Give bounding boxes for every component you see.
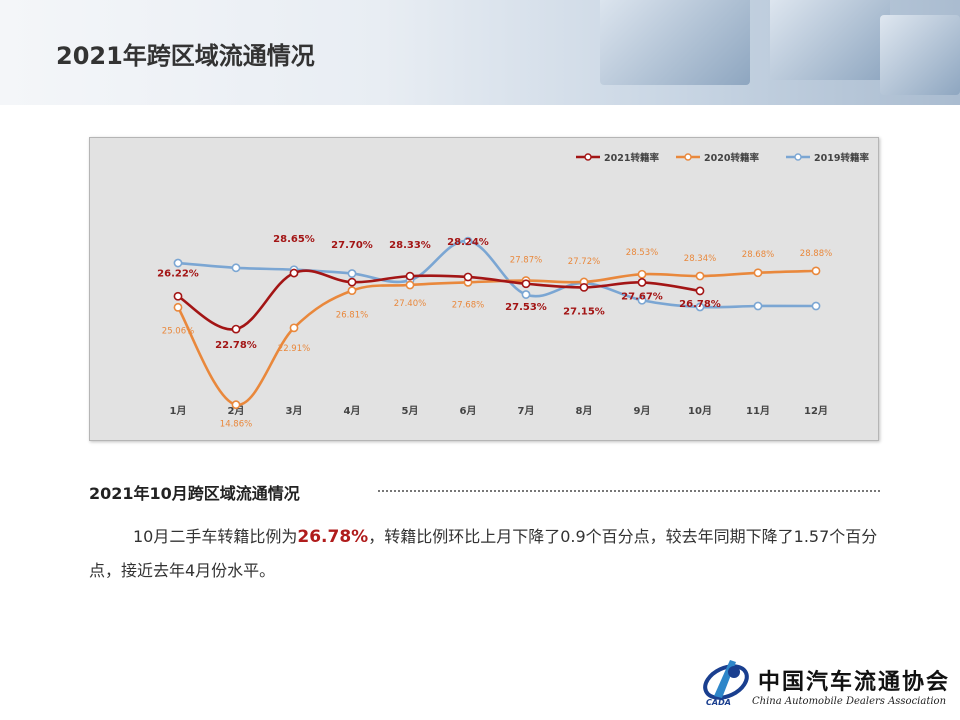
x-tick-label: 8月 bbox=[576, 405, 593, 417]
data-label: 27.68% bbox=[452, 300, 484, 310]
x-tick-label: 12月 bbox=[804, 405, 828, 417]
data-label: 27.53% bbox=[505, 302, 547, 313]
legend-label: 2020转籍率 bbox=[704, 152, 759, 164]
data-point bbox=[347, 277, 357, 287]
data-label: 22.78% bbox=[215, 340, 257, 351]
data-label: 27.40% bbox=[394, 299, 426, 309]
x-tick-label: 9月 bbox=[634, 405, 651, 417]
chart-panel: 1月 2月 3月 4月 5月 6月 7月 8月 9月 10月 11月 12月 26.22% 22.78% 2… bbox=[89, 137, 879, 441]
data-label: 27.72% bbox=[568, 257, 600, 267]
x-tick-label: 4月 bbox=[344, 405, 361, 417]
data-point bbox=[695, 271, 705, 281]
data-label: 27.67% bbox=[621, 291, 663, 302]
data-label: 26.22% bbox=[157, 268, 199, 279]
data-point bbox=[811, 266, 821, 276]
data-point bbox=[405, 271, 415, 281]
data-point bbox=[579, 282, 589, 292]
line-chart: 1月 2月 3月 4月 5月 6月 7月 8月 9月 10月 11月 12月 26.22% 22.78% 2… bbox=[157, 152, 869, 430]
legend-marker bbox=[584, 153, 592, 161]
summary-text-1: 10月二手车转籍比例为 bbox=[133, 527, 298, 546]
page-title: 2021年跨区域流通情况 bbox=[56, 42, 315, 70]
data-label: 28.24% bbox=[447, 237, 489, 248]
data-point bbox=[637, 269, 647, 279]
data-label: 28.53% bbox=[626, 248, 658, 258]
x-tick-label: 1月 bbox=[170, 405, 187, 417]
data-point bbox=[463, 272, 473, 282]
data-point bbox=[231, 263, 241, 273]
data-point bbox=[289, 268, 299, 278]
data-point bbox=[637, 295, 647, 305]
data-point bbox=[173, 291, 183, 301]
logo-abbr: CADA bbox=[706, 698, 731, 707]
section-title: 2021年10月跨区域流通情况 bbox=[89, 484, 300, 503]
data-point bbox=[811, 301, 821, 311]
dotted-divider bbox=[378, 490, 880, 492]
x-tick-label: 2月 bbox=[228, 405, 245, 417]
data-point bbox=[289, 323, 299, 333]
x-tick-label: 11月 bbox=[746, 405, 770, 417]
data-label: 28.68% bbox=[742, 250, 774, 260]
x-tick-label: 10月 bbox=[688, 405, 712, 417]
data-point bbox=[173, 302, 183, 312]
x-tick-label: 5月 bbox=[402, 405, 419, 417]
x-tick-label: 7月 bbox=[518, 405, 535, 417]
data-label: 27.15% bbox=[563, 306, 605, 317]
data-label: 28.65% bbox=[273, 234, 315, 245]
data-label: 26.78% bbox=[679, 299, 721, 310]
data-point bbox=[521, 290, 531, 299]
data-label: 25.06% bbox=[162, 326, 194, 336]
data-point bbox=[695, 302, 705, 312]
x-tick-label: 6月 bbox=[460, 405, 477, 417]
data-point bbox=[231, 400, 241, 410]
cada-logo: CADA 中国汽车流通协会 China Automobile Dealers A… bbox=[700, 652, 950, 716]
legend-marker bbox=[794, 153, 802, 161]
data-point bbox=[173, 258, 183, 268]
data-label: 26.81% bbox=[336, 311, 368, 321]
data-point bbox=[753, 268, 763, 278]
legend-label: 2019转籍率 bbox=[814, 152, 869, 164]
data-point bbox=[347, 286, 357, 296]
decorative-cube bbox=[880, 15, 960, 95]
legend-label: 2021转籍率 bbox=[604, 152, 659, 164]
data-point bbox=[521, 279, 531, 289]
logo-subtitle: China Automobile Dealers Association bbox=[752, 696, 947, 707]
data-point bbox=[347, 269, 357, 278]
data-label: 28.33% bbox=[389, 240, 431, 251]
series-line bbox=[177, 269, 701, 331]
header-banner: 2021年跨区域流通情况 bbox=[0, 0, 960, 105]
data-point bbox=[695, 286, 705, 296]
data-label: 28.88% bbox=[800, 249, 832, 259]
data-label: 27.70% bbox=[331, 240, 373, 251]
summary-paragraph: 10月二手车转籍比例为26.78%，转籍比例环比上月下降了0.9个百分点，较去年… bbox=[89, 520, 889, 588]
data-label: 28.34% bbox=[684, 254, 716, 264]
legend-marker bbox=[684, 153, 692, 161]
data-point bbox=[753, 301, 763, 311]
logo-text: 中国汽车流通协会 bbox=[758, 669, 951, 695]
summary-highlight: 26.78% bbox=[297, 527, 369, 547]
summary-text-2: ，转籍比例环比上月下降了0.9个百分点，较去年同期下降了1.57个百分点，接近去… bbox=[89, 527, 878, 580]
data-label: 27.87% bbox=[510, 256, 542, 266]
data-point bbox=[637, 278, 647, 287]
decorative-cube bbox=[600, 0, 750, 85]
data-point bbox=[231, 324, 241, 334]
data-label: 14.86% bbox=[220, 420, 252, 430]
cada-emblem-icon bbox=[703, 660, 749, 700]
x-tick-label: 3月 bbox=[286, 405, 303, 417]
data-point bbox=[405, 280, 415, 290]
data-label: 22.91% bbox=[278, 344, 310, 354]
data-point bbox=[463, 236, 473, 246]
decorative-cube bbox=[770, 0, 890, 80]
